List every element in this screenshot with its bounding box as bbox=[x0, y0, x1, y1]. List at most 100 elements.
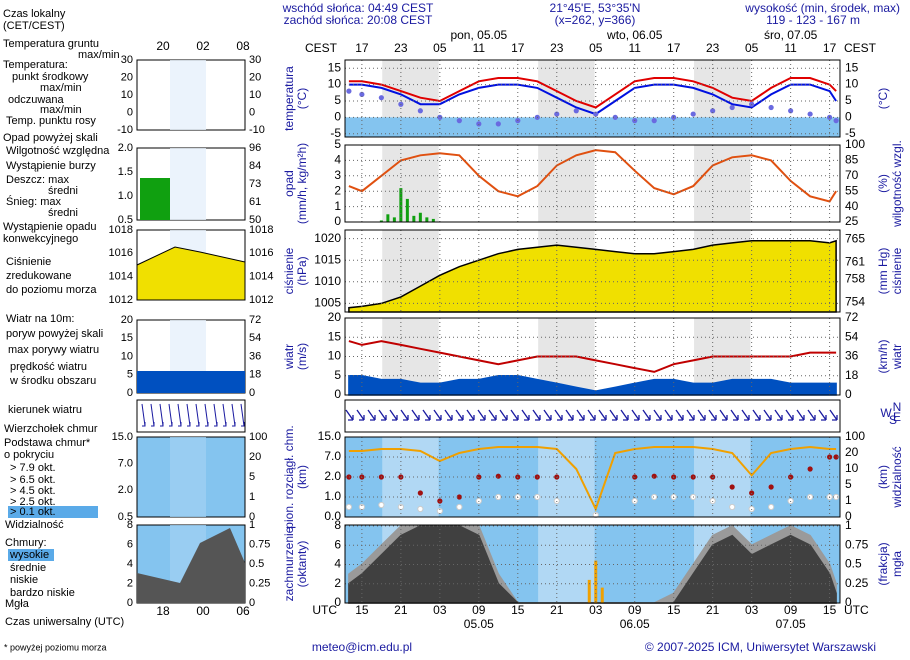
dir-arrow bbox=[620, 409, 629, 421]
legend-text: max/min bbox=[40, 104, 82, 116]
sunset: zachód słońca: 20:08 CEST bbox=[284, 13, 433, 27]
y2-axis-label: (km/h) bbox=[876, 340, 890, 374]
mini-arrow bbox=[231, 403, 236, 427]
dir-arrow bbox=[642, 409, 651, 421]
y-tick-label: 2.0 bbox=[324, 469, 341, 483]
mini-tick: -10 bbox=[117, 124, 133, 136]
dot bbox=[651, 118, 657, 124]
dot bbox=[593, 111, 599, 117]
x-tick-label: 17 bbox=[355, 41, 369, 55]
height-label: wysokość (min, środek, max) bbox=[744, 1, 900, 15]
x-axis-label: UTC bbox=[844, 603, 869, 617]
dir-arrow bbox=[543, 409, 552, 421]
dir-arrow bbox=[763, 409, 772, 421]
dot bbox=[346, 474, 352, 480]
y-axis-label: (m/s) bbox=[295, 343, 309, 370]
dir-arrow bbox=[455, 409, 464, 421]
legend-text: średnie bbox=[10, 562, 46, 574]
y-tick-label: 0.0 bbox=[324, 509, 341, 523]
y-tick-label: 10 bbox=[328, 77, 342, 91]
y-axis-label: (hPa) bbox=[295, 256, 309, 285]
mini-tick: 1014 bbox=[109, 271, 133, 283]
dir-arrow bbox=[829, 409, 838, 421]
mini-time: 06 bbox=[236, 604, 250, 618]
y2-axis-label: widzialność bbox=[890, 446, 904, 508]
y-tick-label: 2 bbox=[334, 576, 341, 590]
y-tick-label: 15 bbox=[328, 60, 342, 74]
mini-arrow bbox=[159, 403, 164, 427]
bar bbox=[418, 212, 422, 222]
dir-arrow bbox=[675, 409, 684, 421]
bar bbox=[379, 220, 383, 222]
dir-arrow bbox=[741, 409, 750, 421]
y2-tick-label: 72 bbox=[845, 310, 859, 324]
dot bbox=[417, 505, 424, 513]
mini-arrow bbox=[222, 403, 227, 427]
legend-text: max porywy wiatru bbox=[8, 344, 99, 356]
y2-tick-label: 25 bbox=[845, 214, 859, 228]
legend-text: średni bbox=[48, 185, 78, 197]
mini-pressure bbox=[136, 246, 246, 301]
legend-text: zredukowane bbox=[6, 270, 71, 282]
night-band bbox=[694, 145, 751, 222]
y-tick-label: 4 bbox=[334, 153, 341, 167]
mini-tick: 18 bbox=[249, 369, 261, 381]
dot bbox=[833, 118, 839, 124]
legend-text: Mgła bbox=[5, 598, 30, 610]
y-tick-label: 20 bbox=[328, 310, 342, 324]
dot bbox=[807, 466, 813, 472]
mini-tick: 8 bbox=[127, 519, 133, 531]
mini-tick: 0 bbox=[249, 106, 255, 118]
dot bbox=[437, 114, 443, 120]
dot bbox=[690, 111, 696, 117]
y-tick-label: -5 bbox=[330, 126, 341, 140]
date-label: wto, 06.05 bbox=[606, 28, 663, 42]
legend-text: Wiatr na 10m: bbox=[6, 313, 74, 325]
x-tick-label: 17 bbox=[667, 41, 681, 55]
mini-tick: 6 bbox=[127, 538, 133, 550]
y2-axis-label: mgła bbox=[890, 551, 904, 577]
legend-text: Śnieg: max bbox=[6, 195, 62, 208]
dir-arrow bbox=[532, 409, 541, 421]
dir-arrow bbox=[752, 409, 761, 421]
y-tick-label: 1010 bbox=[314, 274, 341, 288]
legend-text: > 4.5 okt. bbox=[10, 485, 56, 497]
legend-text: Temperatura: bbox=[3, 59, 68, 71]
legend-text: Czas lokalny bbox=[3, 8, 66, 20]
legend-highlight bbox=[8, 506, 98, 518]
y-tick-label: 0 bbox=[334, 214, 341, 228]
dir-arrow bbox=[488, 409, 497, 421]
dir-arrow bbox=[367, 409, 376, 421]
panel-border bbox=[344, 436, 841, 518]
dir-arrow bbox=[774, 409, 783, 421]
mini-tick: 5 bbox=[249, 471, 255, 483]
mini-arrow bbox=[186, 403, 191, 427]
y-tick-label: 0 bbox=[334, 110, 341, 124]
x-tick-label: 15 bbox=[823, 603, 837, 617]
mini-tick: 0 bbox=[127, 597, 133, 609]
mini-tick: 2.0 bbox=[118, 142, 133, 154]
y2-axis-label: (mm Hg) bbox=[876, 248, 890, 295]
dir-arrow bbox=[818, 409, 827, 421]
sunrise: wschód słońca: 04:49 CEST bbox=[282, 1, 434, 15]
mini-tick: 1012 bbox=[109, 294, 133, 306]
x-tick-label: 21 bbox=[550, 603, 564, 617]
mini-night bbox=[170, 60, 206, 130]
y2-tick-label: 1 bbox=[845, 493, 852, 507]
x-tick-label: 03 bbox=[433, 603, 447, 617]
legend-text: Chmury: bbox=[5, 537, 47, 549]
mini-tick: 1.0 bbox=[118, 190, 133, 202]
mini-tick: 20 bbox=[249, 71, 261, 83]
dir-arrow bbox=[444, 409, 453, 421]
y2-tick-label: 765 bbox=[845, 231, 865, 245]
mini-tick: 0.5 bbox=[118, 511, 133, 523]
y-tick-label: 0 bbox=[334, 595, 341, 609]
x-tick-label: 09 bbox=[784, 603, 798, 617]
legend-text: Podstawa chmur* bbox=[4, 437, 91, 449]
dot bbox=[456, 494, 462, 500]
mini-tick: 1 bbox=[249, 519, 255, 531]
mini-arrow bbox=[240, 403, 245, 427]
mini-tick: 7.0 bbox=[118, 458, 133, 470]
y-axis-label: zachmurzenie bbox=[282, 526, 296, 601]
y2-tick-label: 40 bbox=[845, 199, 859, 213]
